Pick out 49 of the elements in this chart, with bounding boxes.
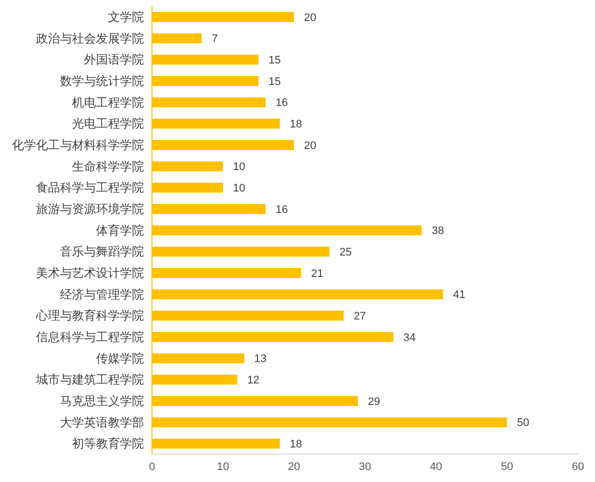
data-label: 38 — [432, 225, 444, 238]
data-label: 7 — [212, 33, 218, 46]
x-tick-label: 20 — [288, 460, 300, 473]
data-label: 34 — [403, 332, 416, 344]
data-label: 29 — [368, 396, 380, 408]
y-tick-label: 光电工程学院 — [72, 116, 144, 131]
y-tick-label: 心理与教育科学学院 — [35, 308, 144, 323]
x-tick-label: 50 — [500, 460, 514, 473]
y-tick-label: 生命科学学院 — [72, 159, 144, 174]
x-tick-label: 10 — [216, 460, 230, 473]
data-label: 15 — [268, 76, 281, 88]
y-tick-label: 食品科学与工程学院 — [36, 180, 144, 195]
x-tick-label: 0 — [148, 460, 156, 473]
y-tick-label: 美术与艺术设计学院 — [36, 266, 144, 280]
y-tick-label: 初等教育学院 — [72, 436, 144, 451]
data-label: 50 — [517, 417, 530, 430]
data-label: 21 — [311, 268, 324, 280]
y-tick-label: 旅游与资源环境学院 — [36, 202, 144, 216]
y-tick-label: 机电工程学院 — [72, 95, 144, 110]
y-tick-label: 马克思主义学院 — [60, 394, 144, 408]
y-tick-label: 信息科学与工程学院 — [36, 330, 144, 344]
y-tick-label: 数学与统计学院 — [60, 74, 144, 88]
data-label: 20 — [304, 140, 316, 152]
y-tick-label: 外国语学院 — [84, 52, 144, 67]
y-tick-label: 政治与社会发展学院 — [36, 31, 144, 46]
data-label: 10 — [233, 161, 246, 174]
x-tick-label: 60 — [572, 460, 584, 473]
data-label: 10 — [233, 182, 246, 195]
data-label: 12 — [247, 374, 260, 387]
y-tick-label: 体育学院 — [96, 223, 144, 238]
data-label: 16 — [276, 97, 288, 110]
data-label: 41 — [453, 289, 466, 302]
data-label: 16 — [276, 204, 288, 216]
y-tick-label: 经济与管理学院 — [60, 287, 144, 302]
data-label: 15 — [268, 54, 281, 67]
y-tick-label: 城市与建筑工程学院 — [35, 372, 144, 387]
data-label: 18 — [290, 438, 302, 451]
y-tick-label: 文学院 — [108, 10, 144, 24]
y-tick-label: 音乐与舞蹈学院 — [60, 244, 144, 259]
x-tick-label: 40 — [430, 460, 442, 473]
data-label: 20 — [304, 12, 316, 24]
data-label: 18 — [290, 118, 302, 131]
y-tick-label: 传媒学院 — [96, 351, 144, 366]
y-tick-label: 化学化工与材料科学学院 — [12, 138, 144, 152]
data-label: 25 — [340, 246, 352, 259]
y-tick-label: 大学英语教学部 — [60, 415, 144, 430]
x-tick-label: 30 — [358, 460, 372, 473]
data-label: 27 — [354, 310, 366, 323]
data-label: 13 — [254, 353, 267, 366]
